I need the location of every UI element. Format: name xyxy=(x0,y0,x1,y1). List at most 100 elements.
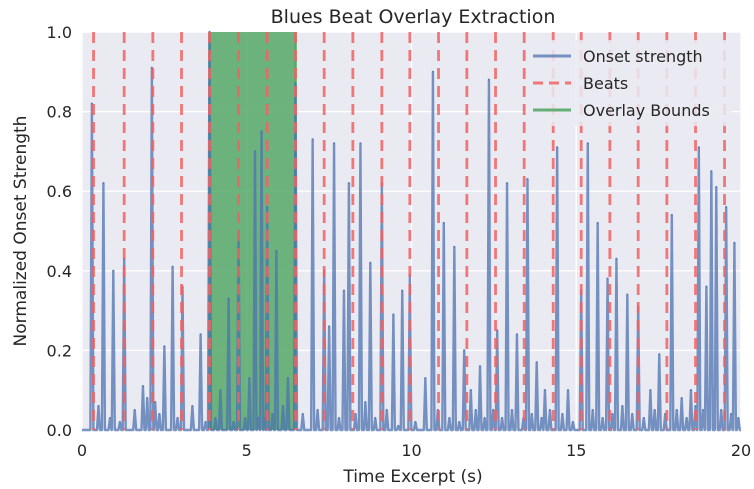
onset-peak-63 xyxy=(448,417,451,419)
onset-peak-44 xyxy=(338,417,340,419)
onset-peak-92 xyxy=(596,222,599,224)
onset-peak-12 xyxy=(158,413,161,415)
onset-peak-83 xyxy=(544,389,546,392)
onset-peak-48 xyxy=(359,142,362,145)
onset-peak-22 xyxy=(219,389,222,392)
onset-peak-111 xyxy=(694,405,697,407)
onset-peak-65 xyxy=(458,421,461,423)
onset-peak-113 xyxy=(702,409,704,411)
onset-peak-43 xyxy=(333,142,335,145)
overlay-fill xyxy=(209,32,296,430)
onset-peak-84 xyxy=(549,409,551,411)
onset-peak-13 xyxy=(163,345,166,348)
onset-peak-3 xyxy=(109,417,111,419)
onset-peak-75 xyxy=(506,182,508,185)
onset-peak-104 xyxy=(658,353,661,356)
onset-peak-59 xyxy=(424,377,427,380)
onset-peak-36 xyxy=(287,377,289,380)
onset-peak-26 xyxy=(244,417,246,419)
onset-peak-46 xyxy=(348,182,350,185)
beat-lines xyxy=(92,32,726,430)
onset-peak-77 xyxy=(516,333,518,336)
onset-peak-56 xyxy=(401,289,404,292)
onset-peak-24 xyxy=(232,421,235,423)
onset-peak-62 xyxy=(442,222,445,224)
onset-peak-96 xyxy=(615,258,618,260)
onset-peak-103 xyxy=(653,409,656,411)
onset-peak-23 xyxy=(227,297,230,300)
y-axis-label: Normalized Onset Strength xyxy=(11,116,31,347)
legend-label-0: Onset strength xyxy=(583,47,703,66)
onset-peak-102 xyxy=(649,389,652,392)
onset-peak-15 xyxy=(176,417,179,419)
onset-peak-88 xyxy=(572,421,574,423)
legend-box xyxy=(527,40,732,126)
onset-peak-47 xyxy=(354,413,357,415)
x-tick-label-1: 5 xyxy=(242,441,252,460)
x-tick-label-2: 10 xyxy=(401,441,421,460)
onset-peak-49 xyxy=(364,401,367,403)
x-tick-label-3: 15 xyxy=(566,441,586,460)
onset-peak-76 xyxy=(511,409,513,411)
onset-peak-31 xyxy=(264,417,266,419)
x-tick-labels: 0 5 10 15 20 xyxy=(77,441,751,460)
onset-peak-53 xyxy=(385,409,388,411)
onset-peak-70 xyxy=(483,417,486,419)
onset-peak-7 xyxy=(133,409,136,411)
x-axis-label: Time Excerpt (s) xyxy=(342,467,482,487)
onset-peak-66 xyxy=(463,349,466,352)
onset-peak-58 xyxy=(414,421,417,423)
x-tick-label-4: 20 xyxy=(731,441,751,460)
onset-peak-117 xyxy=(720,409,723,411)
onset-peak-91 xyxy=(591,409,594,411)
onset-peak-120 xyxy=(733,242,736,244)
y-tick-label-2: 0.4 xyxy=(47,262,72,281)
onset-peak-68 xyxy=(474,409,477,411)
onset-peak-19 xyxy=(204,421,207,423)
legend: Onset strength Beats Overlay Bounds xyxy=(527,40,732,126)
onset-peak-11 xyxy=(154,401,156,403)
onset-peak-108 xyxy=(680,397,683,399)
onset-peak-114 xyxy=(705,285,708,288)
onset-peak-109 xyxy=(685,417,688,419)
onset-peak-33 xyxy=(271,413,274,415)
onset-peak-34 xyxy=(275,250,278,252)
onset-peak-79 xyxy=(526,178,529,181)
onset-peak-74 xyxy=(501,417,503,419)
onset-peak-81 xyxy=(535,361,538,364)
onset-peak-32 xyxy=(266,206,268,208)
onset-peak-93 xyxy=(601,417,604,419)
onset-peak-50 xyxy=(369,262,372,264)
onset-peak-116 xyxy=(715,186,718,189)
onset-peak-80 xyxy=(530,413,533,415)
onset-peak-8 xyxy=(142,385,144,388)
onset-peak-2 xyxy=(102,182,105,185)
onset-peak-51 xyxy=(374,417,377,419)
onset-peak-17 xyxy=(191,405,194,407)
onset-peak-69 xyxy=(479,365,481,368)
onset-peak-82 xyxy=(540,417,543,419)
onset-peak-112 xyxy=(698,146,700,149)
onset-peak-38 xyxy=(301,413,304,415)
x-tick-label-0: 0 xyxy=(77,441,87,460)
onset-peak-18 xyxy=(199,333,202,336)
onset-peak-5 xyxy=(119,421,121,423)
legend-label-2: Overlay Bounds xyxy=(583,101,710,120)
overlay-region xyxy=(208,32,297,430)
onset-peak-1 xyxy=(97,405,100,407)
onset-peak-9 xyxy=(146,397,149,399)
onset-peak-115 xyxy=(710,170,713,173)
onset-peak-21 xyxy=(214,417,217,419)
onset-peak-37 xyxy=(294,82,297,85)
y-tick-labels: 0.0 0.2 0.4 0.6 0.8 1.0 xyxy=(47,23,72,440)
onset-peak-64 xyxy=(453,246,456,248)
y-tick-label-5: 1.0 xyxy=(47,23,72,42)
onset-peak-106 xyxy=(671,214,673,216)
onset-peak-101 xyxy=(642,417,645,419)
onset-peak-30 xyxy=(260,130,263,133)
onset-peak-86 xyxy=(561,413,564,415)
onset-peak-71 xyxy=(488,78,490,81)
onset-peak-40 xyxy=(316,409,319,411)
onset-peak-95 xyxy=(611,413,614,415)
